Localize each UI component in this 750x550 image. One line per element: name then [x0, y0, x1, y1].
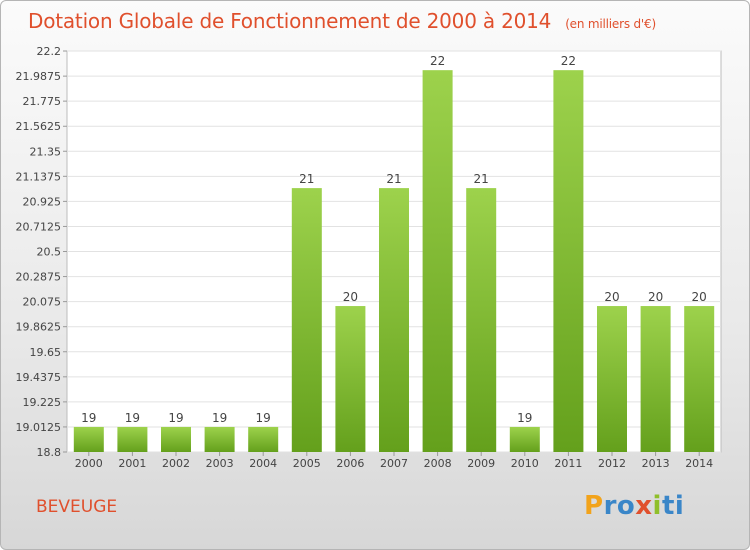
x-tick-label: 2009	[467, 457, 495, 470]
y-tick-label: 21.35	[30, 145, 62, 158]
bar	[291, 188, 322, 452]
logo-letter: t	[661, 491, 675, 521]
logo-letter: P	[584, 491, 604, 521]
logo-letter: r	[603, 491, 617, 521]
x-tick-label: 2007	[380, 457, 408, 470]
bar	[553, 70, 584, 453]
bar	[509, 426, 540, 452]
bar-value-label: 21	[299, 172, 314, 186]
bar	[422, 70, 453, 453]
y-tick-label: 20.925	[23, 195, 62, 208]
logo-letter: i	[674, 491, 685, 521]
y-tick-label: 19.65	[30, 346, 62, 359]
logo-letter: o	[616, 491, 636, 521]
bar	[73, 426, 104, 452]
bar	[684, 306, 715, 452]
x-tick-label: 2013	[642, 457, 670, 470]
y-tick-label: 22.2	[37, 45, 62, 58]
bar	[248, 426, 279, 452]
x-tick-label: 2004	[249, 457, 277, 470]
y-tick-label: 20.075	[23, 296, 62, 309]
x-tick-label: 2005	[293, 457, 321, 470]
commune-name: BEVEUGE	[36, 497, 118, 517]
y-tick-label: 19.225	[23, 396, 62, 409]
bar-value-label: 19	[81, 411, 96, 425]
bar-value-label: 21	[386, 172, 401, 186]
bar-value-label: 20	[343, 290, 358, 304]
y-tick-label: 21.775	[23, 95, 62, 108]
y-tick-label: 19.8625	[16, 321, 62, 334]
bar-value-label: 19	[125, 411, 140, 425]
y-tick-label: 21.5625	[16, 120, 62, 133]
chart-subtitle: (en milliers d'€)	[565, 17, 656, 31]
bar-value-label: 21	[474, 172, 489, 186]
bar	[379, 188, 409, 452]
y-tick-label: 20.2875	[16, 271, 62, 284]
y-tick-label: 19.0125	[16, 421, 62, 434]
chart-title: Dotation Globale de Fonctionnement de 20…	[28, 9, 656, 33]
x-axis-ticks: 2000 2001 2002 2003 2004 2005 2006 2007 2008 2009…	[75, 452, 713, 470]
y-tick-label: 20.7125	[16, 220, 62, 233]
x-tick-label: 2008	[424, 457, 452, 470]
bar	[466, 188, 497, 452]
bar-value-label: 22	[430, 54, 445, 68]
bar-value-label: 20	[648, 290, 663, 304]
x-tick-label: 2002	[162, 457, 190, 470]
x-tick-label: 2014	[685, 457, 713, 470]
x-tick-label: 2001	[118, 457, 146, 470]
bar-value-label: 19	[256, 411, 271, 425]
logo-letter: i	[652, 491, 662, 521]
x-tick-label: 2012	[598, 457, 626, 470]
x-tick-label: 2010	[511, 457, 539, 470]
bar	[117, 426, 148, 452]
bar-value-label: 20	[604, 290, 619, 304]
y-axis-ticks: 18.8 19.0125 19.225 19.4375 19.65 19.8625 20.0…	[16, 45, 67, 459]
proxiti-logo: Proxiti	[584, 491, 684, 521]
bar	[335, 306, 366, 452]
bar	[161, 426, 191, 452]
x-tick-label: 2000	[75, 457, 103, 470]
bar-value-label: 19	[168, 411, 183, 425]
x-tick-label: 2011	[554, 457, 582, 470]
bar-value-label: 19	[212, 411, 227, 425]
bar-value-label: 22	[561, 54, 576, 68]
y-tick-label: 18.8	[37, 446, 62, 459]
bars: 19 19 19 19 19 21 20 21 22 21 19 22 20 20 20	[73, 54, 715, 453]
bar-value-label: 19	[517, 411, 532, 425]
bar-value-label: 20	[692, 290, 707, 304]
y-tick-label: 21.1375	[16, 170, 62, 183]
bar	[597, 306, 627, 452]
logo-letter: x	[635, 491, 653, 521]
bar	[640, 306, 671, 452]
y-tick-label: 19.4375	[16, 371, 62, 384]
y-tick-label: 21.9875	[16, 70, 62, 83]
x-tick-label: 2006	[336, 457, 364, 470]
y-tick-label: 20.5	[37, 246, 62, 259]
x-tick-label: 2003	[206, 457, 234, 470]
bar	[204, 426, 235, 452]
